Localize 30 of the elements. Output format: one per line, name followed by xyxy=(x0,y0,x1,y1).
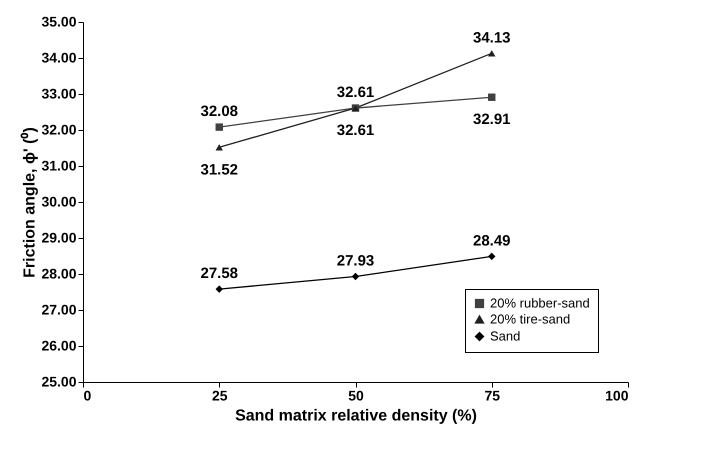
data-label: 31.52 xyxy=(200,161,238,178)
x-tick-label: 75 xyxy=(484,388,500,404)
x-tick-label: 100 xyxy=(605,388,629,404)
y-tick-label: 29.00 xyxy=(41,230,77,246)
legend-label: Sand xyxy=(490,328,520,344)
data-label: 32.61 xyxy=(336,122,374,140)
x-tick-label: 50 xyxy=(348,388,364,404)
x-axis-title: Sand matrix relative density (%) xyxy=(235,408,477,424)
y-tick-label: 33.00 xyxy=(41,86,77,102)
x-tick-label: 25 xyxy=(212,388,228,404)
y-tick-label: 25.00 xyxy=(41,374,77,390)
y-tick-label: 34.00 xyxy=(41,50,77,66)
data-label: 27.58 xyxy=(200,265,238,282)
legend-label: 20% tire-sand xyxy=(490,312,570,326)
data-label: 32.61 xyxy=(336,84,374,102)
data-label: 32.91 xyxy=(472,111,511,128)
y-tick-label: 26.00 xyxy=(41,338,77,354)
data-label: 34.13 xyxy=(472,29,511,46)
legend-label: 20% rubber-sand xyxy=(490,296,590,310)
y-tick-label: 31.00 xyxy=(41,158,77,174)
data-label: 27.93 xyxy=(336,252,374,270)
y-tick-label: 35.00 xyxy=(41,14,77,30)
y-axis-title: Friction angle, ϕ' (⁰) xyxy=(20,127,38,278)
y-tick-label: 30.00 xyxy=(41,194,77,210)
data-label: 32.08 xyxy=(200,103,238,120)
y-tick-label: 28.00 xyxy=(41,266,77,282)
y-tick-label: 32.00 xyxy=(41,122,77,138)
data-label: 28.49 xyxy=(472,232,511,250)
y-tick-label: 27.00 xyxy=(41,302,77,318)
x-tick-label: 0 xyxy=(84,388,92,404)
